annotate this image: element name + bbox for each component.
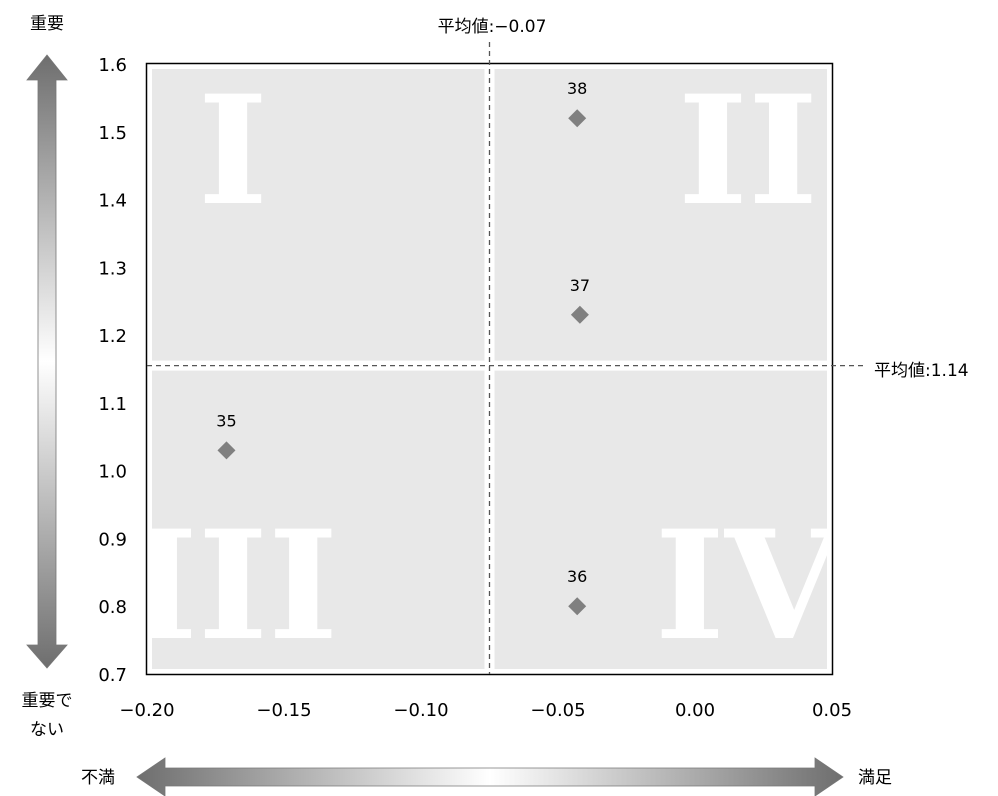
- y-tick-label: 1.2: [98, 326, 127, 347]
- quadrant-numeral-4: IV: [655, 498, 844, 674]
- point-37-label: 37: [570, 276, 590, 295]
- satisfied-label: 満足: [858, 768, 892, 788]
- importance-low-label-line1: 重要で: [22, 691, 73, 711]
- point-38-marker: [568, 109, 587, 128]
- point-38-label: 38: [567, 79, 587, 98]
- quadrant-numeral-3: III: [128, 498, 339, 674]
- y-tick-label: 1.0: [98, 462, 127, 483]
- point-37-marker: [570, 305, 589, 324]
- importance-high-label: 重要: [30, 14, 64, 34]
- quadrant-1-bg: [152, 69, 485, 361]
- mean-y-label: 平均値:1.14: [874, 361, 969, 381]
- dissatisfied-label: 不満: [81, 768, 115, 788]
- y-tick-label: 1.5: [98, 123, 127, 144]
- x-tick-label: 0.05: [812, 700, 852, 721]
- x-tick-label: −0.20: [119, 700, 174, 721]
- quadrant-2-bg: [494, 69, 827, 361]
- importance-arrow: [26, 54, 68, 669]
- y-tick-label: 1.4: [98, 191, 127, 212]
- x-tick-label: −0.10: [393, 700, 448, 721]
- satisfaction-arrow: [136, 757, 844, 796]
- quadrant-3-bg: [152, 370, 485, 669]
- point-35-label: 35: [216, 411, 236, 430]
- point-36-label: 36: [567, 567, 587, 586]
- point-35-marker: [217, 441, 236, 460]
- mean-x-label: 平均値:−0.07: [438, 17, 547, 37]
- x-tick-label: −0.15: [256, 700, 311, 721]
- importance-low-label-line2: ない: [30, 720, 64, 740]
- y-tick-label: 0.9: [98, 529, 127, 550]
- y-tick-label: 0.7: [98, 665, 127, 686]
- x-tick-label: −0.05: [530, 700, 585, 721]
- y-tick-label: 1.6: [98, 55, 127, 76]
- x-tick-label: 0.00: [675, 700, 715, 721]
- y-tick-label: 1.3: [98, 258, 127, 279]
- quadrant-numeral-1: I: [198, 63, 268, 239]
- quadrant-numeral-2: II: [678, 63, 818, 239]
- y-tick-label: 0.8: [98, 597, 127, 618]
- y-tick-label: 1.1: [98, 394, 127, 415]
- quadrant-4-bg: [494, 370, 827, 669]
- point-36-marker: [568, 597, 587, 616]
